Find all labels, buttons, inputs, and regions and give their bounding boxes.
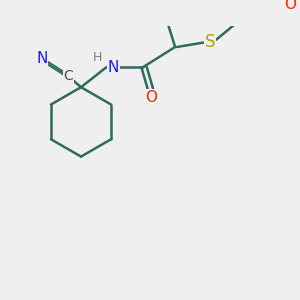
Text: O: O [146,90,158,105]
Text: H: H [93,51,102,64]
Text: S: S [205,33,215,51]
Text: C: C [63,69,73,83]
Text: N: N [36,51,47,66]
Text: N: N [107,60,119,75]
Text: O: O [284,0,296,12]
